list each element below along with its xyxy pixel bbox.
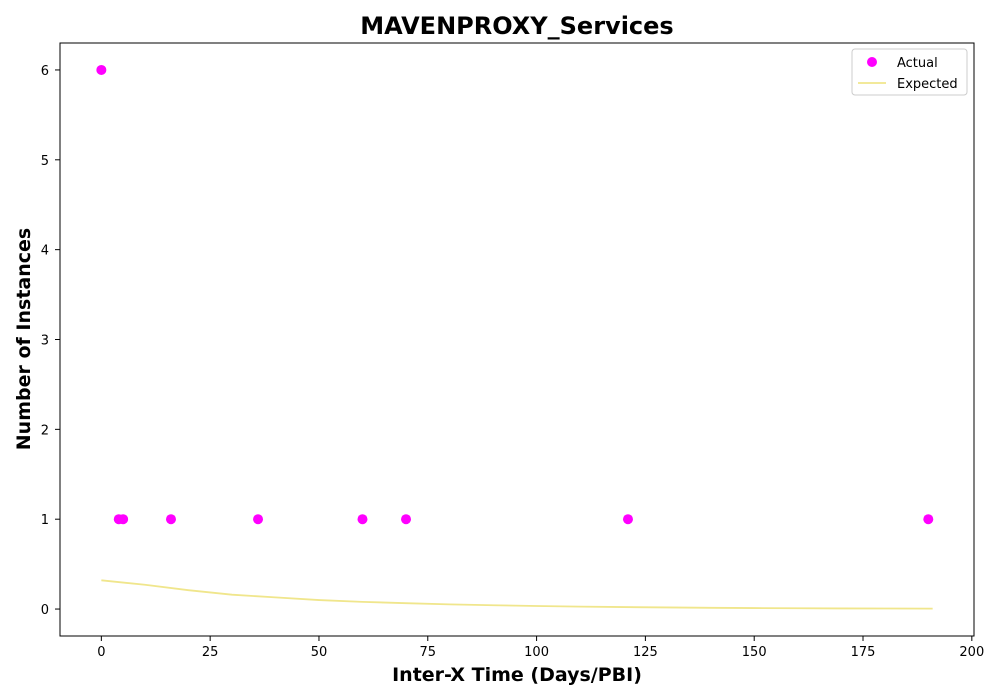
legend-marker-actual: [867, 57, 877, 67]
y-tick-label-3: 3: [41, 334, 49, 349]
point-actual-2: [118, 514, 129, 525]
y-tick-label-5: 5: [41, 154, 49, 169]
plot-frame: [59, 42, 975, 637]
x-tick-label-25: 25: [202, 645, 219, 660]
plot-area: 0 25 50 75 100 125 150 175 200 0 1 2 3 4 5 6: [41, 42, 984, 660]
y-tick-label-4: 4: [41, 244, 49, 259]
x-tick-label-100: 100: [524, 645, 549, 660]
x-tick-label-0: 0: [97, 645, 105, 660]
y-tick-label-6: 6: [41, 64, 49, 79]
chart-title: MAVENPROXY_Services: [360, 12, 673, 40]
point-actual-7: [622, 514, 633, 525]
x-tick-label-125: 125: [633, 645, 658, 660]
x-axis-label: Inter-X Time (Days/PBI): [392, 664, 642, 686]
point-actual-3: [165, 514, 176, 525]
point-actual-4: [253, 514, 264, 525]
point-actual-5: [357, 514, 368, 525]
x-tick-label-150: 150: [742, 645, 767, 660]
y-axis-label: Number of Instances: [13, 228, 35, 450]
x-tick-label-75: 75: [420, 645, 437, 660]
x-tick-label-200: 200: [959, 645, 984, 660]
series-line-expected: [101, 579, 933, 610]
legend: Actual Expected: [851, 48, 968, 96]
legend-label-actual: Actual: [897, 56, 938, 71]
point-actual-0: [96, 64, 107, 75]
point-actual-8: [923, 514, 934, 525]
x-tick-label-175: 175: [851, 645, 876, 660]
y-tick-label-0: 0: [41, 603, 49, 618]
point-actual-6: [401, 514, 412, 525]
x-tick-label-50: 50: [311, 645, 328, 660]
legend-label-expected: Expected: [897, 77, 958, 92]
y-tick-label-2: 2: [41, 423, 49, 438]
y-tick-label-1: 1: [41, 513, 49, 528]
